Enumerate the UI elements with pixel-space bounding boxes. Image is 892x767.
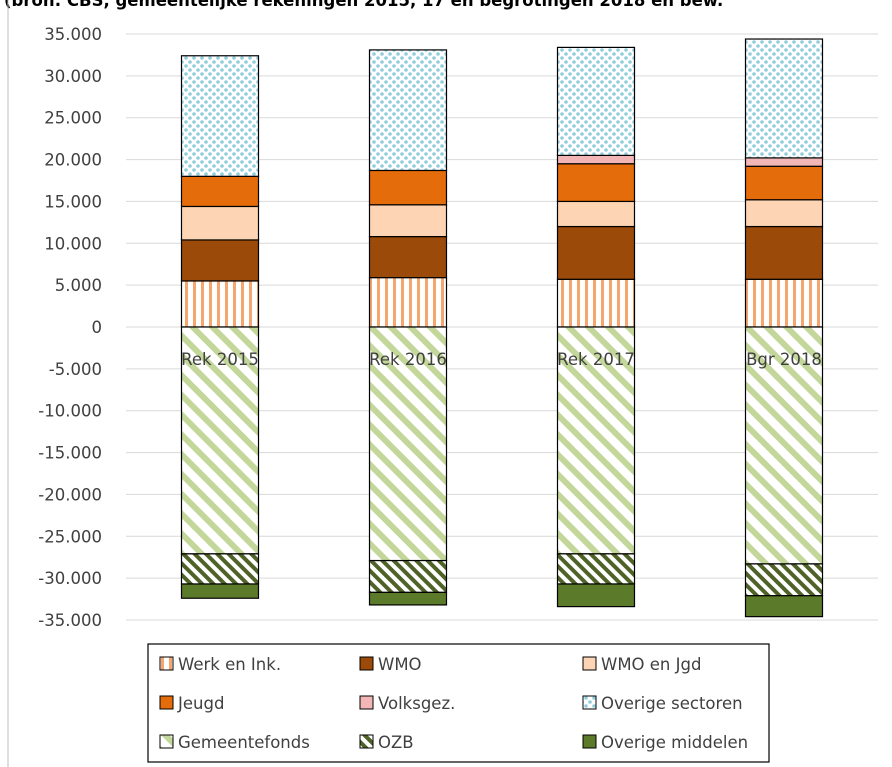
y-tick-label: 15.000 [44,192,102,211]
bar-werk-en-ink-bgr-2018 [744,278,824,328]
legend-swatch-jeugd [159,695,174,710]
bar-jeugd-bgr-2018 [744,165,824,201]
bar-overige-sectoren-rek-2016 [368,49,448,172]
y-tick-label: 35.000 [44,25,102,44]
bar-jeugd-rek-2015 [180,175,260,208]
bar-werk-en-ink-rek-2015 [180,280,260,328]
y-tick-label: -20.000 [38,485,102,504]
y-tick-label: 0 [92,318,103,337]
bar-gemeentefonds-rek-2015 [180,326,260,555]
legend-swatch-ozb [359,734,374,749]
legend-label-ozb: OZB [378,733,414,752]
legend-label-gemeentefonds: Gemeentefonds [178,733,310,752]
y-tick-label: 20.000 [44,151,102,170]
legend-swatch-gemeentefonds [159,734,174,749]
y-axis: 35.000 30.000 25.000 20.000 15.000 10.000 5.00… [38,25,102,630]
legend-swatch-overige-middelen [582,734,597,749]
bar-overige-middelen-rek-2015 [180,583,260,599]
legend-swatch-overige-sectoren [582,695,597,710]
legend-label-overige-sectoren: Overige sectoren [601,694,743,713]
x-tick-label: Rek 2016 [369,350,447,369]
y-tick-label: -10.000 [38,402,102,421]
bar-ozb-rek-2015 [180,553,260,585]
legend-swatch-wmo [359,656,374,671]
bar-overige-middelen-bgr-2018 [744,595,824,618]
bar-ozb-rek-2017 [556,553,636,585]
x-tick-label: Bgr 2018 [746,350,822,369]
y-tick-label: 25.000 [44,109,102,128]
bar-ozb-bgr-2018 [744,563,824,597]
bar-jeugd-rek-2017 [556,163,636,203]
legend-label-jeugd: Jeugd [177,694,224,713]
legend-label-werk-en-ink: Werk en Ink. [178,655,281,674]
y-tick-label: -5.000 [49,360,102,379]
bar-volksgez-rek-2017 [556,154,636,165]
bar-overige-sectoren-rek-2015 [180,55,260,177]
legend-label-overige-middelen: Overige middelen [601,733,748,752]
x-axis: Rek 2015 Rek 2016 Rek 2017 Bgr 2018 [181,350,822,369]
bar-wmo-en-jgd-rek-2016 [368,204,448,238]
legend-swatch-volksgez [359,695,374,710]
y-tick-label: 30.000 [44,67,102,86]
bar-wmo-rek-2017 [556,225,636,280]
chart-title: (bron: CBS, gemeentelijke rekeningen 201… [4,0,724,10]
legend-swatch-werk-en-ink [159,656,174,671]
bar-wmo-en-jgd-rek-2017 [556,200,636,228]
bars [180,38,824,618]
bar-gemeentefonds-rek-2017 [556,326,636,555]
y-tick-label: 10.000 [44,234,102,253]
legend-label-wmo: WMO [378,655,422,674]
bar-overige-sectoren-bgr-2018 [744,38,824,159]
bar-wmo-rek-2016 [368,235,448,279]
y-tick-label: 5.000 [55,276,102,295]
x-tick-label: Rek 2015 [181,350,259,369]
bar-werk-en-ink-rek-2016 [368,277,448,328]
bar-overige-sectoren-rek-2017 [556,46,636,156]
y-tick-label: -35.000 [38,611,102,630]
bar-gemeentefonds-rek-2016 [368,326,448,562]
x-tick-label: Rek 2017 [557,350,635,369]
bar-wmo-en-jgd-bgr-2018 [744,199,824,228]
bar-ozb-rek-2016 [368,559,448,593]
bar-overige-middelen-rek-2016 [368,591,448,606]
legend-swatch-wmo-en-jgd [582,656,597,671]
y-tick-label: -25.000 [38,527,102,546]
bar-wmo-rek-2015 [180,239,260,282]
bar-jeugd-rek-2016 [368,169,448,206]
bar-wmo-bgr-2018 [744,225,824,280]
legend: Werk en Ink. WMO WMO en Jgd Jeugd Volksgez. O… [147,643,770,763]
y-tick-label: -30.000 [38,569,102,588]
legend-box [147,643,770,763]
legend-label-wmo-en-jgd: WMO en Jgd [601,655,701,674]
legend-label-volksgez: Volksgez. [378,694,455,713]
y-tick-label: -15.000 [38,444,102,463]
bar-werk-en-ink-rek-2017 [556,278,636,328]
bar-wmo-en-jgd-rek-2015 [180,205,260,241]
bar-volksgez-bgr-2018 [744,157,824,167]
bar-overige-middelen-rek-2017 [556,583,636,608]
